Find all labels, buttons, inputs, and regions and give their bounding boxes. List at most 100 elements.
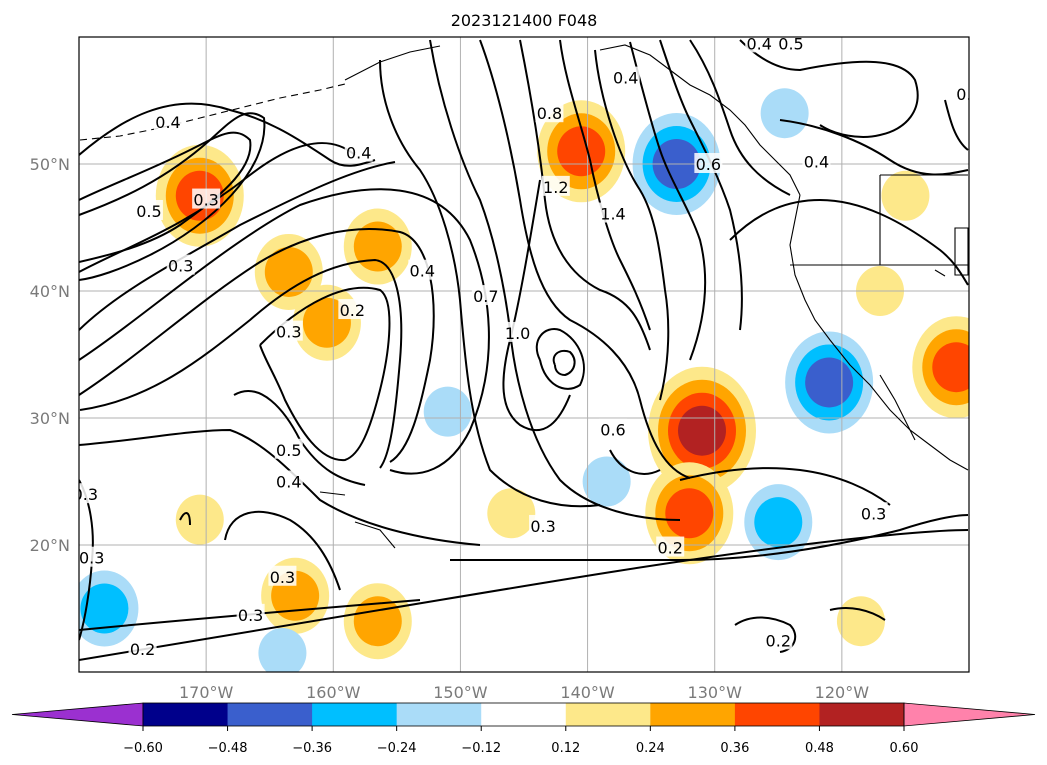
colorbar-tick-label: 0.12: [551, 741, 580, 756]
contour-label-bg: [955, 83, 969, 104]
colorbar-tick-label: 0.36: [720, 741, 749, 756]
anomaly-level: [932, 342, 969, 393]
x-tick-label: 170°W: [179, 683, 234, 702]
contour-label-bg: [236, 603, 265, 624]
anomaly-blob: [785, 331, 874, 434]
contour-label: 0.3: [79, 549, 104, 568]
anomaly-level: [175, 494, 224, 545]
contour-label-bg: [745, 37, 774, 53]
anomaly-blob: [423, 386, 472, 437]
colorbar-segment: [396, 703, 482, 726]
colorbar-tick-label: −0.24: [377, 741, 417, 756]
anomaly-level: [258, 627, 307, 672]
contour-label: 0.4: [410, 262, 435, 281]
contour-label-bg: [529, 514, 558, 535]
contour-label: 0.5: [136, 202, 161, 221]
colorbar-tick-label: 0.24: [636, 741, 665, 756]
colorbar-frame: [142, 702, 905, 727]
contour-label: 0.3: [238, 606, 263, 625]
colorbar-segment: [565, 703, 651, 726]
contour-label: 0.2: [340, 301, 365, 320]
colorbar-segment: [650, 703, 736, 726]
contour-label-bg: [344, 141, 373, 162]
anomaly-blob: [343, 583, 412, 660]
contour-label: 0.6: [696, 155, 721, 174]
contour-label-bg: [764, 629, 793, 650]
colorbar-tick-label: −0.12: [461, 741, 501, 756]
coastlines: [79, 44, 969, 549]
contour-label-bg: [274, 470, 303, 491]
y-tick-label: 20°N: [30, 536, 70, 555]
anomaly-level: [881, 170, 930, 221]
anomaly-blob: [175, 494, 224, 545]
contour-label: 0.4: [746, 34, 771, 53]
contour-label-bg: [535, 102, 564, 123]
colorbar-segment: [143, 703, 229, 726]
anomaly-level: [836, 596, 885, 647]
anomaly-level: [754, 497, 803, 548]
x-tick-label: 160°W: [306, 683, 361, 702]
colorbar-extend-low: [11, 702, 144, 727]
contour-label: 0.3: [193, 191, 218, 210]
anomaly-blob: [79, 570, 139, 647]
anomaly-blob: [487, 488, 536, 539]
contour-label: 0.4: [276, 473, 301, 492]
colorbar-tick-label: −0.48: [208, 741, 248, 756]
anomaly-level: [557, 126, 606, 177]
contour-label-bg: [79, 546, 106, 567]
contour-label-bg: [268, 565, 297, 586]
anomaly-level: [678, 405, 726, 456]
anomaly-blob: [760, 88, 809, 139]
contour-label: 0.3: [270, 568, 295, 587]
anomaly-blob: [744, 484, 813, 561]
anomaly-level: [353, 221, 402, 272]
colorbar-segment: [819, 703, 905, 726]
contour-label-bg: [694, 153, 723, 173]
contour-label-bg: [503, 321, 532, 342]
anomaly-blob: [258, 627, 307, 672]
contour-label-bg: [599, 202, 627, 223]
anomaly-level: [582, 456, 631, 507]
colorbar-segment: [481, 703, 567, 726]
contour-label: 0.4: [346, 144, 371, 163]
colorbar-tick-label: −0.36: [292, 741, 332, 756]
contour-label-bg: [611, 66, 640, 87]
colorbar-tick-label: 0.60: [890, 741, 919, 756]
contour-label: 0.4: [804, 152, 829, 171]
contour-label-bg: [274, 438, 303, 459]
colorbar-extend-high: [903, 702, 1036, 727]
contour-label-bg: [166, 254, 195, 275]
anomaly-level: [264, 246, 313, 297]
colorbar-tick-label: −0.60: [123, 741, 163, 756]
anomaly-level: [805, 357, 854, 408]
contour-label-bg: [128, 638, 157, 659]
contour-label: 0.5: [956, 85, 981, 104]
contour-label: 0.5: [276, 441, 301, 460]
contour-label: 0.8: [537, 104, 562, 123]
anomaly-blob: [912, 316, 969, 419]
contour-label-bg: [274, 320, 303, 341]
anomaly-level: [80, 583, 129, 634]
contour-label-bg: [79, 483, 100, 504]
anomaly-blob: [582, 456, 631, 507]
anomaly-level: [423, 386, 472, 437]
anomaly-blob: [343, 208, 412, 285]
y-tick-label: 40°N: [30, 282, 70, 301]
contour-label: 0.3: [861, 504, 886, 523]
contour-label-bg: [408, 259, 437, 280]
contour-label: 1.0: [505, 324, 530, 343]
anomaly-blob: [881, 170, 930, 221]
anomaly-level: [487, 488, 536, 539]
contour-label-bg: [656, 536, 685, 557]
contour-label: 0.3: [530, 517, 555, 536]
contour-label-bg: [338, 299, 367, 320]
x-tick-label: 120°W: [815, 683, 870, 702]
contour-label: 0.3: [276, 323, 301, 342]
x-tick-labels: 170°W 160°W 150°W 140°W 130°W 120°W: [179, 683, 869, 702]
colorbar-segment: [734, 703, 820, 726]
contour-label-bg: [154, 111, 182, 132]
contour-label: 0.3: [168, 257, 193, 276]
y-tick-label: 30°N: [30, 409, 70, 428]
colorbar: −0.60 −0.48 −0.36 −0.24 −0.12 0.12 0.24 0.36 0.4…: [11, 702, 1036, 756]
